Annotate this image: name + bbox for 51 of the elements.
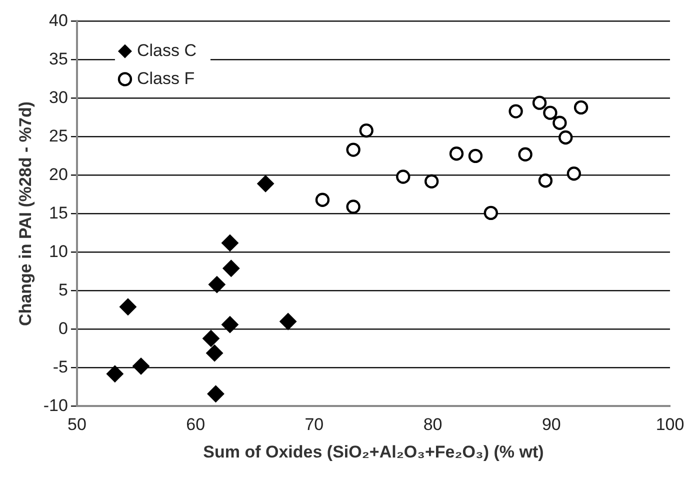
x-tick-label: 80: [423, 415, 442, 434]
point: [202, 330, 220, 347]
y-tick-label: 10: [49, 242, 68, 261]
point: [222, 260, 240, 277]
y-tick-label: 5: [58, 280, 68, 300]
y-tick-label: 40: [49, 10, 68, 30]
point: [484, 206, 498, 220]
y-tick-label: 15: [49, 203, 68, 222]
y-tick-label: 35: [49, 49, 68, 68]
point: [359, 123, 374, 138]
x-tick-label: 100: [656, 415, 684, 434]
point: [315, 192, 330, 207]
point: [208, 276, 226, 294]
x-tick-label: 70: [304, 415, 324, 434]
x-tick-label: 90: [542, 415, 561, 434]
point: [558, 130, 573, 145]
point: [538, 173, 553, 188]
point: [574, 100, 588, 115]
point: [280, 313, 297, 330]
point: [257, 175, 274, 192]
point: [119, 298, 136, 316]
point: [508, 104, 523, 118]
x-tick-label: 60: [186, 415, 206, 434]
point: [552, 116, 567, 130]
point: [221, 316, 238, 334]
point: [206, 344, 224, 362]
y-tick-label: 25: [49, 126, 68, 146]
point: [106, 365, 124, 382]
point: [346, 142, 360, 157]
y-tick-label: 0: [58, 318, 68, 338]
y-tick-label: -10: [43, 396, 68, 415]
point: [532, 96, 547, 110]
point: [543, 106, 558, 120]
point: [207, 385, 224, 402]
point: [424, 174, 439, 188]
y-tick-label: -5: [52, 357, 68, 376]
point: [518, 147, 532, 162]
point: [468, 148, 483, 164]
point: [346, 200, 360, 214]
point: [221, 234, 238, 252]
legend-label: Class F: [136, 68, 195, 88]
point: [132, 358, 150, 375]
point: [566, 166, 582, 181]
legend-label: Class C: [136, 40, 196, 60]
y-tick-label: 20: [49, 164, 68, 184]
y-axis-title: Change in PAI (%28d - %7d): [16, 101, 35, 326]
point: [396, 170, 410, 184]
point: [449, 146, 464, 161]
x-tick-label: 50: [68, 415, 86, 434]
y-tick-label: 30: [49, 88, 68, 107]
x-axis-title: Sum of Oxides (SiO₂+Al₂O₃+Fe₂O₃) (% wt): [203, 442, 544, 462]
